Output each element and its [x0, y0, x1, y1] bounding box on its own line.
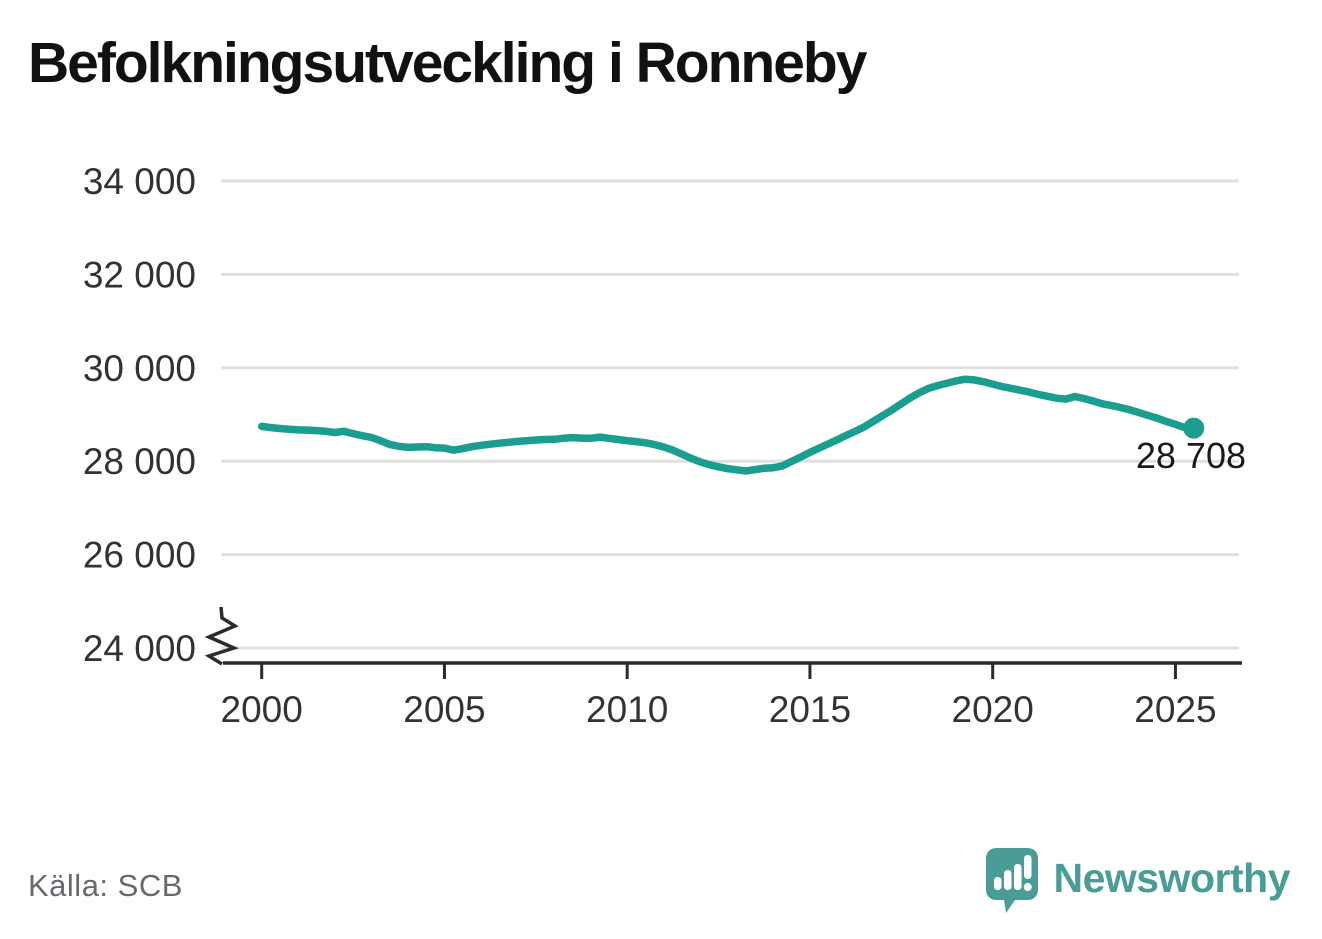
x-tick-label: 2010 — [586, 689, 668, 730]
population-line-chart: 24 000 26 000 28 000 30 000 32 000 34 000 2000… — [83, 161, 1246, 730]
y-tick-label: 26 000 — [83, 535, 196, 576]
y-tick-label: 30 000 — [83, 348, 196, 389]
exclamation-dot — [1023, 883, 1032, 891]
exclamation-bar — [1023, 855, 1031, 879]
newsworthy-branding: Newsworthy — [984, 845, 1291, 917]
x-tick-label: 2025 — [1134, 689, 1216, 730]
bar-medium — [1003, 870, 1011, 890]
newsworthy-logo-icon — [985, 848, 1038, 913]
series-end-dot — [1183, 417, 1205, 439]
end-value-label: 28 708 — [1136, 435, 1246, 476]
newsworthy-wordmark: Newsworthy — [1053, 854, 1291, 901]
bar-large — [1013, 864, 1021, 890]
bar-small — [993, 877, 1001, 890]
y-tick-label: 28 000 — [83, 441, 196, 482]
source-note: Källa: SCB — [28, 868, 183, 903]
series-line — [257, 375, 1198, 475]
y-tick-label: 32 000 — [83, 254, 196, 295]
x-tick-label: 2000 — [221, 689, 303, 730]
y-tick-label: 24 000 — [83, 628, 196, 669]
chart-title: Befolkningsutveckling i Ronneby — [28, 31, 867, 95]
x-tick-label: 2005 — [403, 689, 485, 730]
x-tick-label: 2020 — [952, 689, 1034, 730]
x-tick-label: 2015 — [769, 689, 851, 730]
y-tick-label: 34 000 — [83, 161, 196, 202]
axis-break-icon — [204, 606, 239, 666]
